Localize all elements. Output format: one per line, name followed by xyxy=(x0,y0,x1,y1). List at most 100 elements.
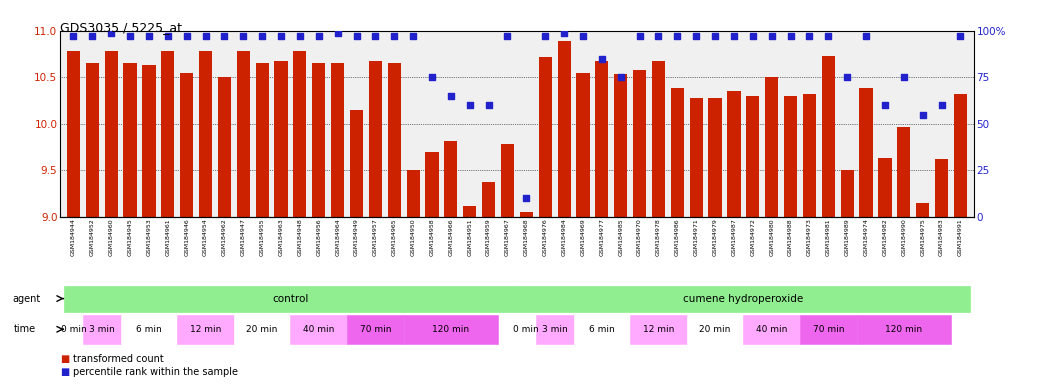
Point xyxy=(405,33,421,40)
Point xyxy=(499,33,516,40)
Text: 6 min: 6 min xyxy=(589,325,614,334)
Text: GSM184971: GSM184971 xyxy=(693,218,699,256)
Text: GSM184991: GSM184991 xyxy=(958,218,963,256)
Bar xyxy=(671,88,684,217)
Text: GSM184973: GSM184973 xyxy=(807,218,812,256)
Text: GSM184974: GSM184974 xyxy=(864,218,869,256)
Text: GSM184954: GSM184954 xyxy=(203,218,208,256)
Text: GSM184960: GSM184960 xyxy=(109,218,113,256)
Bar xyxy=(576,73,590,217)
Text: 6 min: 6 min xyxy=(136,325,162,334)
Point xyxy=(952,33,968,40)
Point xyxy=(839,74,855,80)
Text: ■: ■ xyxy=(60,354,70,364)
Bar xyxy=(689,98,703,217)
Bar xyxy=(199,51,212,217)
Point xyxy=(707,33,723,40)
Point xyxy=(914,111,931,118)
Text: control: control xyxy=(272,293,308,304)
Text: GSM184972: GSM184972 xyxy=(750,218,756,256)
Bar xyxy=(633,70,647,217)
Bar xyxy=(291,314,347,344)
Point xyxy=(442,93,459,99)
Point xyxy=(103,30,119,36)
Point xyxy=(235,33,251,40)
Point xyxy=(783,33,799,40)
Bar xyxy=(630,314,687,344)
Text: 20 min: 20 min xyxy=(700,325,731,334)
Point xyxy=(650,33,666,40)
Point xyxy=(310,33,327,40)
Point xyxy=(292,33,308,40)
Text: GSM184953: GSM184953 xyxy=(146,218,152,256)
Bar xyxy=(841,170,854,217)
Bar xyxy=(501,144,514,217)
Text: GSM184990: GSM184990 xyxy=(901,218,906,256)
Text: GSM184987: GSM184987 xyxy=(732,218,736,256)
Bar xyxy=(120,314,177,344)
Bar xyxy=(237,51,250,217)
Point xyxy=(612,74,629,80)
Text: GSM184955: GSM184955 xyxy=(260,218,265,256)
Bar xyxy=(407,170,419,217)
Text: GSM184949: GSM184949 xyxy=(354,218,359,256)
Point xyxy=(84,33,101,40)
Text: GSM184951: GSM184951 xyxy=(467,218,472,256)
Text: GSM184944: GSM184944 xyxy=(71,218,76,256)
Text: 40 min: 40 min xyxy=(756,325,788,334)
Bar xyxy=(614,74,627,217)
Bar xyxy=(765,77,778,217)
Bar xyxy=(536,314,574,344)
Point xyxy=(65,33,82,40)
Text: GSM184981: GSM184981 xyxy=(826,218,830,256)
Text: 70 min: 70 min xyxy=(813,325,844,334)
Text: 120 min: 120 min xyxy=(885,325,923,334)
Text: GSM184966: GSM184966 xyxy=(448,218,454,256)
Point xyxy=(518,195,535,202)
Text: GSM184962: GSM184962 xyxy=(222,218,227,256)
Bar xyxy=(312,63,325,217)
Text: GSM184964: GSM184964 xyxy=(335,218,340,256)
Bar xyxy=(539,57,552,217)
Point xyxy=(537,33,553,40)
Bar xyxy=(517,286,969,311)
Point xyxy=(670,33,686,40)
Text: 0 min: 0 min xyxy=(60,325,86,334)
Bar xyxy=(444,141,458,217)
Text: GSM184948: GSM184948 xyxy=(298,218,302,256)
Point xyxy=(594,56,610,62)
Bar xyxy=(105,51,117,217)
Text: GSM184984: GSM184984 xyxy=(562,218,567,256)
Point xyxy=(179,33,195,40)
Bar xyxy=(954,94,967,217)
Bar xyxy=(426,152,439,217)
Bar xyxy=(652,61,665,217)
Text: GDS3035 / 5225_at: GDS3035 / 5225_at xyxy=(60,21,183,34)
Bar xyxy=(83,314,120,344)
Bar xyxy=(517,314,536,344)
Text: GSM184959: GSM184959 xyxy=(486,218,491,256)
Bar xyxy=(784,96,797,217)
Text: GSM184985: GSM184985 xyxy=(619,218,623,256)
Text: cumene hydroperoxide: cumene hydroperoxide xyxy=(683,293,803,304)
Bar xyxy=(802,94,816,217)
Point xyxy=(555,30,572,36)
Text: GSM184978: GSM184978 xyxy=(656,218,661,256)
Bar xyxy=(557,41,571,217)
Bar xyxy=(331,63,345,217)
Text: GSM184976: GSM184976 xyxy=(543,218,548,256)
Text: GSM184980: GSM184980 xyxy=(769,218,774,256)
Bar xyxy=(859,88,873,217)
Text: GSM184968: GSM184968 xyxy=(524,218,528,256)
Text: GSM184986: GSM184986 xyxy=(675,218,680,256)
Text: ■: ■ xyxy=(60,367,70,377)
Bar xyxy=(177,314,234,344)
Bar xyxy=(878,158,892,217)
Point xyxy=(726,33,742,40)
Bar xyxy=(161,51,174,217)
Text: 0 min: 0 min xyxy=(514,325,539,334)
Bar xyxy=(822,56,835,217)
Text: GSM184983: GSM184983 xyxy=(939,218,944,256)
Point xyxy=(820,33,837,40)
Text: GSM184947: GSM184947 xyxy=(241,218,246,256)
